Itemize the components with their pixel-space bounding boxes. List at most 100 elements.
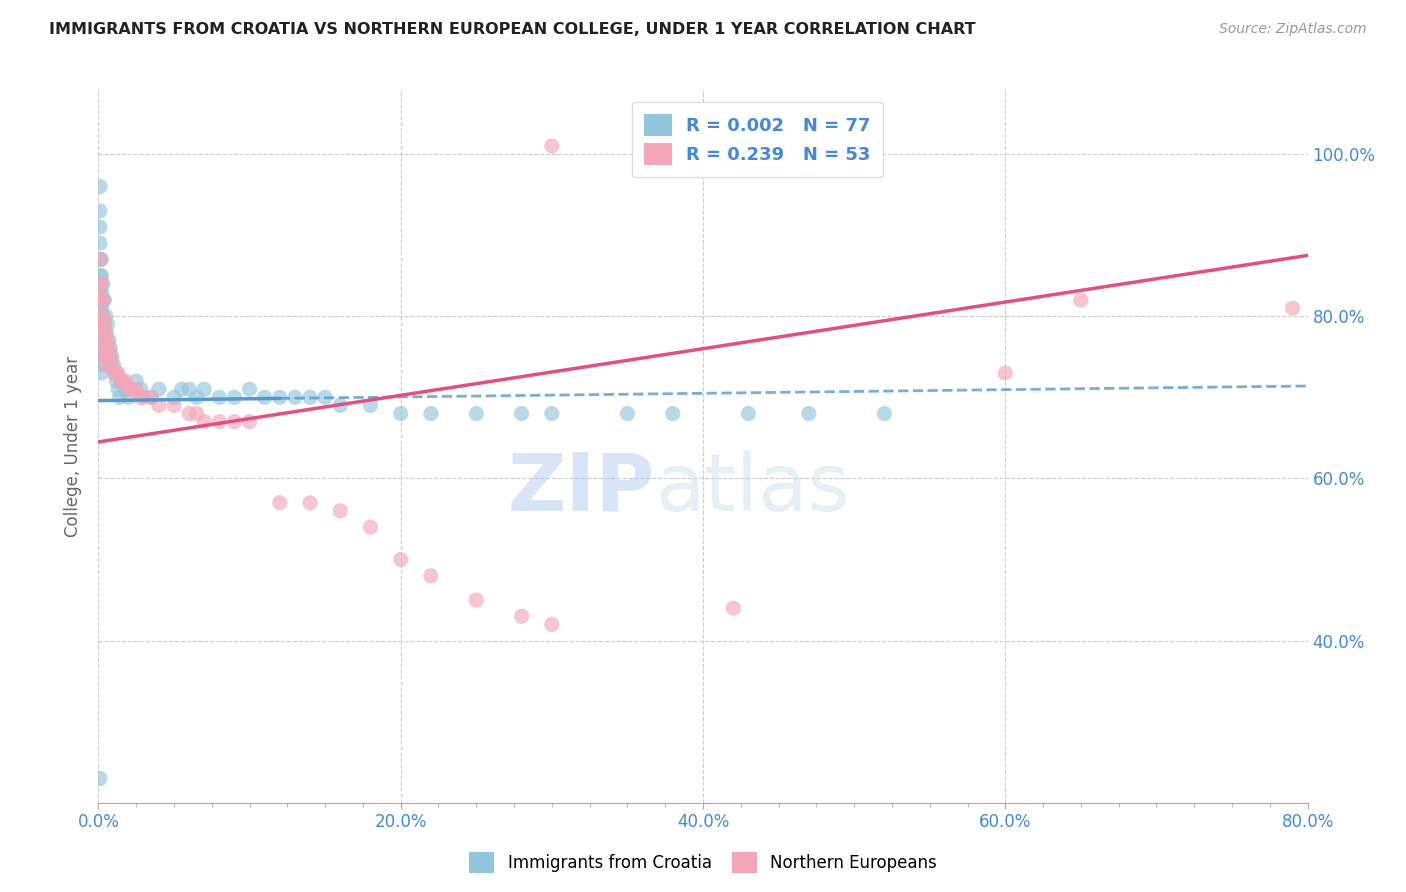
Point — [114, 374, 136, 388]
Point — [93, 350, 115, 364]
Point — [110, 374, 132, 388]
Point — [98, 342, 121, 356]
Point — [94, 326, 117, 340]
Point — [94, 350, 117, 364]
Point — [89, 252, 111, 267]
Point — [170, 382, 193, 396]
Point — [96, 350, 118, 364]
Point — [107, 366, 129, 380]
Point — [269, 496, 291, 510]
Point — [90, 285, 112, 299]
Point — [389, 407, 412, 421]
Point — [465, 407, 488, 421]
Point — [89, 220, 111, 235]
Point — [284, 390, 307, 404]
Y-axis label: College, Under 1 year: College, Under 1 year — [65, 355, 83, 537]
Point — [89, 277, 111, 291]
Point — [89, 203, 111, 218]
Point — [360, 520, 382, 534]
Point — [93, 318, 115, 332]
Point — [110, 374, 132, 388]
Text: ZIP: ZIP — [508, 450, 655, 528]
Point — [208, 415, 231, 429]
Point — [90, 268, 112, 283]
Point — [105, 374, 128, 388]
Point — [89, 772, 111, 786]
Point — [107, 382, 129, 396]
Point — [873, 407, 896, 421]
Point — [91, 342, 114, 356]
Point — [91, 358, 114, 372]
Point — [90, 366, 112, 380]
Point — [93, 350, 115, 364]
Point — [239, 382, 262, 396]
Text: IMMIGRANTS FROM CROATIA VS NORTHERN EUROPEAN COLLEGE, UNDER 1 YEAR CORRELATION C: IMMIGRANTS FROM CROATIA VS NORTHERN EURO… — [49, 22, 976, 37]
Point — [90, 301, 112, 315]
Point — [132, 390, 155, 404]
Point — [179, 382, 201, 396]
Point — [89, 268, 111, 283]
Point — [994, 366, 1017, 380]
Point — [90, 293, 112, 307]
Point — [108, 390, 131, 404]
Point — [661, 407, 683, 421]
Point — [94, 310, 117, 324]
Point — [105, 366, 128, 380]
Point — [540, 139, 562, 153]
Point — [91, 342, 114, 356]
Point — [224, 415, 246, 429]
Point — [93, 334, 115, 348]
Point — [299, 496, 322, 510]
Point — [89, 252, 111, 267]
Point — [94, 326, 117, 340]
Point — [89, 179, 111, 194]
Point — [89, 326, 111, 340]
Point — [96, 342, 118, 356]
Point — [89, 301, 111, 315]
Point — [104, 366, 127, 380]
Point — [91, 293, 114, 307]
Point — [90, 252, 112, 267]
Point — [101, 350, 124, 364]
Point — [89, 310, 111, 324]
Point — [269, 390, 291, 404]
Point — [737, 407, 759, 421]
Point — [90, 326, 112, 340]
Point — [314, 390, 336, 404]
Point — [510, 407, 533, 421]
Point — [90, 277, 112, 291]
Point — [121, 382, 143, 396]
Point — [91, 293, 114, 307]
Point — [253, 390, 276, 404]
Point — [420, 407, 443, 421]
Point — [90, 342, 112, 356]
Point — [163, 390, 186, 404]
Point — [186, 390, 208, 404]
Point — [125, 382, 148, 396]
Point — [193, 415, 215, 429]
Point — [163, 399, 186, 413]
Point — [360, 399, 382, 413]
Point — [93, 318, 115, 332]
Point — [91, 310, 114, 324]
Point — [141, 390, 163, 404]
Point — [208, 390, 231, 404]
Point — [540, 617, 562, 632]
Point — [103, 358, 125, 372]
Point — [90, 318, 112, 332]
Point — [90, 318, 112, 332]
Point — [98, 334, 121, 348]
Point — [100, 342, 122, 356]
Point — [93, 334, 115, 348]
Point — [1281, 301, 1303, 315]
Point — [797, 407, 820, 421]
Point — [89, 293, 111, 307]
Point — [239, 415, 262, 429]
Point — [100, 350, 122, 364]
Point — [125, 374, 148, 388]
Point — [420, 568, 443, 582]
Point — [91, 326, 114, 340]
Point — [148, 399, 170, 413]
Point — [193, 382, 215, 396]
Point — [329, 399, 352, 413]
